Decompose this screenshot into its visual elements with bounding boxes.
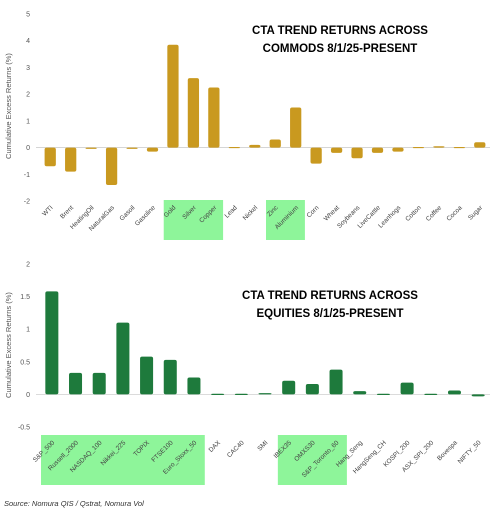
bar-soybeans bbox=[351, 147, 363, 159]
y-tick-label: 0 bbox=[26, 145, 30, 152]
bar-sugar bbox=[474, 142, 486, 148]
category-label: Brent bbox=[59, 204, 75, 220]
category-label: Leanhogs bbox=[377, 204, 403, 230]
category-label: Lead bbox=[224, 204, 239, 219]
bar-ftse100 bbox=[163, 359, 177, 395]
bar-russell-2000 bbox=[69, 372, 83, 395]
bar-coffee bbox=[433, 146, 445, 148]
bar-euro-stoxx-50 bbox=[187, 377, 201, 395]
bar-aluminium bbox=[290, 107, 302, 148]
bar-gasoil bbox=[126, 147, 138, 149]
bar-lead bbox=[228, 146, 240, 149]
bar-omxs30 bbox=[305, 383, 319, 395]
bar-zinc bbox=[269, 139, 281, 148]
y-tick-label: 3 bbox=[26, 65, 30, 72]
bar-hang-seng bbox=[353, 391, 367, 395]
chart-title-line-1: CTA TREND RETURNS ACROSS bbox=[252, 25, 428, 37]
equities-chart: Cumulative Excess Returns (%) -0.5 0 0.5 1 1… bbox=[4, 262, 490, 485]
category-label: Cocoa bbox=[445, 204, 464, 223]
category-label: DAX bbox=[208, 439, 223, 454]
bar-s-p-500 bbox=[45, 291, 59, 395]
bar-nikkei-225 bbox=[116, 322, 130, 395]
bar-gold bbox=[167, 44, 179, 148]
bar-gasoline bbox=[146, 147, 159, 152]
y-tick-label: -2 bbox=[24, 199, 30, 206]
bar-corn bbox=[310, 147, 322, 164]
y-axis-label: Cumulative Excess Returns (%) bbox=[4, 53, 13, 159]
y-tick-label: 1.5 bbox=[20, 294, 30, 301]
category-label: Cotton bbox=[404, 204, 423, 223]
bar-nifty-50 bbox=[471, 394, 485, 397]
bar-cotton bbox=[412, 146, 425, 149]
bar-wheat bbox=[330, 147, 343, 153]
bar-copper bbox=[208, 87, 220, 148]
bar-s-p-toronto-60 bbox=[329, 369, 343, 395]
bar-livecattle bbox=[371, 147, 384, 153]
category-label: Gasoline bbox=[134, 204, 157, 227]
category-label: Nickel bbox=[242, 204, 260, 222]
y-tick-label: 2 bbox=[26, 262, 30, 269]
category-label: Wheat bbox=[323, 204, 341, 222]
bar-cac40 bbox=[234, 393, 248, 395]
bar-wti bbox=[44, 147, 56, 167]
category-label: Coffee bbox=[425, 204, 444, 223]
chart-title-line-2: EQUITIES 8/1/25-PRESENT bbox=[257, 308, 404, 320]
category-label: NIFTY_50 bbox=[457, 439, 483, 465]
category-label: WTI bbox=[41, 204, 55, 218]
highlight-box-2 bbox=[266, 200, 305, 240]
category-label: SMI bbox=[256, 439, 269, 452]
bar-nasdaq-100 bbox=[92, 372, 106, 395]
chart-title-line-1: CTA TREND RETURNS ACROSS bbox=[242, 290, 418, 302]
highlight-box-2 bbox=[277, 435, 347, 485]
y-tick-label: -1 bbox=[24, 172, 30, 179]
bar-nickel bbox=[249, 144, 261, 148]
bar-kospi-200 bbox=[400, 382, 414, 395]
y-tick-label: 2 bbox=[26, 92, 30, 99]
bar-silver bbox=[187, 78, 200, 148]
y-tick-label: 0 bbox=[26, 392, 30, 399]
category-label: Sugar bbox=[467, 204, 485, 222]
category-label: Corn bbox=[306, 204, 321, 219]
chart-title-line-2: COMMODS 8/1/25-PRESENT bbox=[263, 43, 418, 55]
bar-ibex35 bbox=[282, 380, 296, 395]
y-tick-label: 4 bbox=[26, 38, 30, 45]
bar-brent bbox=[65, 147, 77, 172]
bar-heatingoil bbox=[85, 147, 97, 149]
category-label: CAC40 bbox=[226, 439, 246, 459]
source-note: Source: Nomura QIS / Qstrat, Nomura Vol bbox=[4, 499, 144, 508]
y-axis-label: Cumulative Excess Returns (%) bbox=[4, 292, 13, 398]
y-tick-label: 1 bbox=[26, 327, 30, 334]
highlight-box-1 bbox=[41, 435, 205, 485]
y-tick-label: 0.5 bbox=[20, 359, 30, 366]
bar-topix bbox=[140, 356, 154, 395]
category-label: Bovespa bbox=[436, 439, 459, 462]
bar-hangseng-ch bbox=[376, 393, 390, 395]
y-tick-label: 1 bbox=[26, 118, 30, 125]
category-label: Gasoil bbox=[118, 204, 136, 222]
bar-dax bbox=[211, 393, 225, 395]
bar-asx-spi-200 bbox=[424, 393, 438, 395]
bar-bovespa bbox=[447, 390, 461, 395]
commodities-chart: Cumulative Excess Returns (%) -2 -1 0 1 2 3 4 5… bbox=[4, 12, 490, 240]
highlight-box-1 bbox=[163, 200, 224, 240]
y-tick-label: -0.5 bbox=[18, 425, 30, 432]
bar-smi bbox=[258, 393, 272, 395]
y-tick-label: 5 bbox=[26, 12, 30, 19]
bar-naturalgas bbox=[105, 147, 118, 185]
bar-leanhogs bbox=[392, 147, 404, 152]
bar-cocoa bbox=[453, 146, 465, 149]
